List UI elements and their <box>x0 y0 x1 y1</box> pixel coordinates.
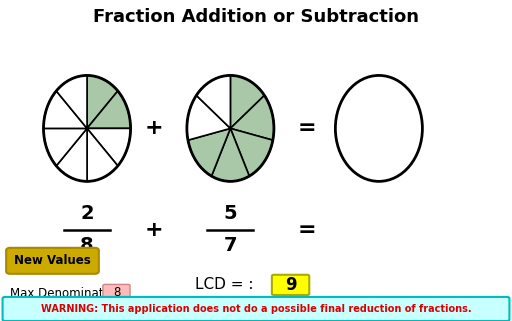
Text: WARNING: This application does not do a possible final reduction of fractions.: WARNING: This application does not do a … <box>40 304 472 314</box>
Text: =: = <box>298 220 316 239</box>
Polygon shape <box>188 128 230 176</box>
Text: 8: 8 <box>113 286 120 299</box>
Polygon shape <box>87 128 131 166</box>
Polygon shape <box>56 128 87 181</box>
Text: 9: 9 <box>285 276 296 294</box>
Text: LCD = :: LCD = : <box>195 277 253 291</box>
Polygon shape <box>44 128 87 166</box>
Text: 2: 2 <box>80 204 94 223</box>
Polygon shape <box>230 128 273 176</box>
Text: New Values: New Values <box>14 254 91 267</box>
Polygon shape <box>56 75 87 128</box>
Polygon shape <box>230 95 274 140</box>
Polygon shape <box>230 75 264 128</box>
Text: +: + <box>144 118 163 138</box>
Text: 7: 7 <box>224 236 237 255</box>
Polygon shape <box>87 91 131 128</box>
Polygon shape <box>44 91 87 128</box>
FancyBboxPatch shape <box>272 275 309 295</box>
Polygon shape <box>187 95 230 140</box>
Polygon shape <box>87 128 118 181</box>
Polygon shape <box>197 75 230 128</box>
Text: +: + <box>144 220 163 239</box>
Polygon shape <box>211 128 249 181</box>
FancyBboxPatch shape <box>103 284 130 301</box>
FancyBboxPatch shape <box>3 297 509 321</box>
Polygon shape <box>87 75 118 128</box>
Text: Fraction Addition or Subtraction: Fraction Addition or Subtraction <box>93 8 419 26</box>
FancyBboxPatch shape <box>6 248 99 274</box>
Text: 5: 5 <box>224 204 237 223</box>
Text: 8: 8 <box>80 236 94 255</box>
Text: =: = <box>298 118 316 138</box>
Text: Max Denominator: Max Denominator <box>10 287 116 300</box>
Ellipse shape <box>335 75 422 181</box>
